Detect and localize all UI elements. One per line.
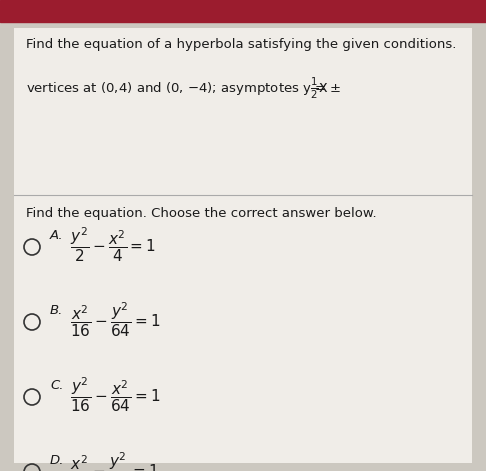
Text: C.: C. [50, 379, 64, 392]
Text: $\dfrac{y^2}{16} - \dfrac{x^2}{64} = 1$: $\dfrac{y^2}{16} - \dfrac{x^2}{64} = 1$ [70, 376, 160, 414]
Text: $\dfrac{x^2}{16} - \dfrac{y^2}{64} = 1$: $\dfrac{x^2}{16} - \dfrac{y^2}{64} = 1$ [70, 301, 160, 340]
Bar [0, 0, 486, 22]
Text: $\frac{1}{2}$x: $\frac{1}{2}$x [310, 76, 329, 101]
Text: $\dfrac{y^2}{2} - \dfrac{x^2}{4} = 1$: $\dfrac{y^2}{2} - \dfrac{x^2}{4} = 1$ [70, 226, 156, 265]
Text: B.: B. [50, 304, 63, 317]
Text: Find the equation. Choose the correct answer below.: Find the equation. Choose the correct an… [26, 207, 377, 220]
Text: D.: D. [50, 454, 65, 467]
Text: Find the equation of a hyperbola satisfying the given conditions.: Find the equation of a hyperbola satisfy… [26, 38, 456, 51]
Text: vertices at (0,4) and (0, $-$4); asymptotes y = $\pm\,$: vertices at (0,4) and (0, $-$4); asympto… [26, 80, 342, 97]
Text: $\dfrac{x^2}{4} - \dfrac{y^2}{16} = 1$: $\dfrac{x^2}{4} - \dfrac{y^2}{16} = 1$ [70, 451, 158, 471]
Text: A.: A. [50, 229, 64, 242]
